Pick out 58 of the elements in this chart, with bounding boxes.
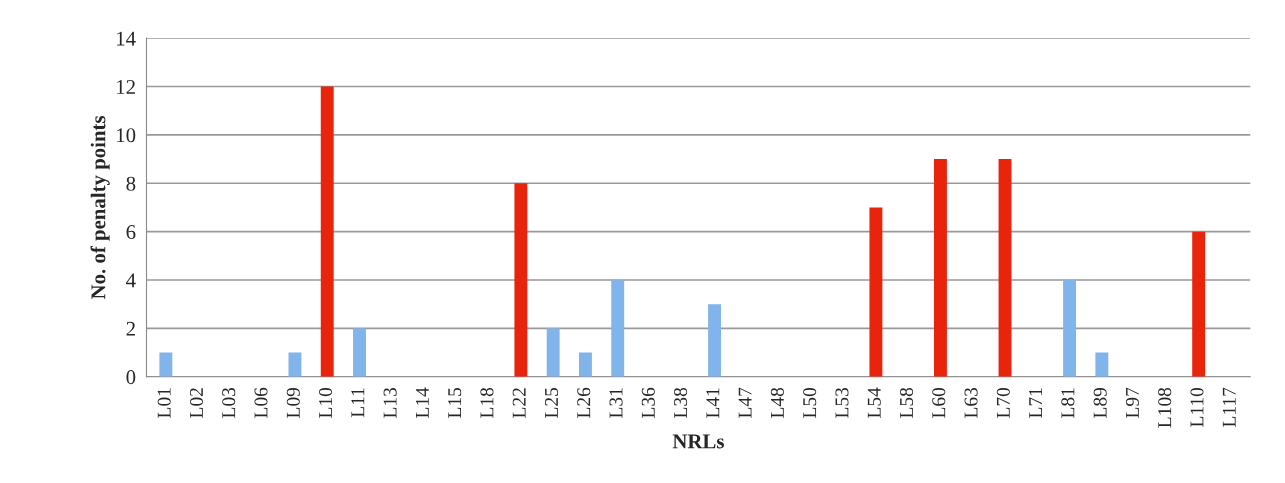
x-tick-label: L108 [1158,387,1172,428]
bar [320,86,334,377]
x-tick-label: L47 [738,387,752,418]
x-tick-label: L22 [512,388,526,418]
y-tick-label: 0 [126,370,136,385]
x-tick-label: L81 [1061,388,1075,418]
bar [869,207,883,377]
x-tick-label: L09 [286,387,300,418]
x-tick-label: L53 [835,387,849,418]
x-tick-label: L03 [222,387,236,418]
bar [998,159,1012,377]
x-tick-label: L02 [189,388,203,418]
x-tick-label: L48 [770,387,784,418]
x-tick-label: L71 [1029,388,1042,418]
bar [159,352,173,377]
x-tick-label: L41 [706,388,720,418]
x-tick-label: L54 [867,387,881,418]
x-tick-label: L06 [254,387,268,418]
bar [1192,231,1206,377]
x-tick-label: L15 [448,387,462,418]
y-tick-label: 12 [117,79,135,94]
y-tick-label: 14 [117,31,136,46]
x-axis-title: NRLs [672,434,724,449]
x-tick-label: L18 [480,387,494,418]
x-tick-label: L97 [1125,387,1139,418]
x-tick-label: L14 [415,387,429,418]
bar [1095,352,1109,377]
x-tick-label: L70 [996,387,1010,418]
x-tick-label: L36 [641,387,655,418]
bar [546,328,560,377]
y-tick-label: 4 [126,273,136,288]
y-tick-label: 8 [126,176,136,191]
x-tick-label: L110 [1190,387,1204,427]
y-axis-title: No. of penalty points [90,115,110,300]
x-tick-label: L60 [932,387,946,418]
x-tick-label: L25 [544,387,559,418]
x-tick-label: L31 [609,388,623,418]
x-tick-label: L11 [351,388,365,418]
x-tick-label: L63 [964,387,978,418]
x-tick-label: L58 [899,387,914,418]
bar [934,159,947,377]
y-tick-label: 2 [126,321,135,336]
bar [1063,280,1077,377]
y-tick-label: 10 [117,128,136,143]
x-tick-label: L38 [674,387,688,418]
y-tick-label: 6 [126,225,136,240]
x-tick-label: L01 [157,388,171,418]
bar [611,280,625,377]
bar [708,304,721,377]
bar [514,183,528,377]
bar [578,352,592,377]
x-tick-label: L50 [803,387,817,418]
x-tick-label: L10 [318,387,333,418]
x-tick-label: L117 [1222,387,1236,427]
x-tick-label: L13 [383,387,397,418]
x-tick-label: L89 [1093,387,1107,418]
bar [353,328,366,377]
x-tick-label: L26 [577,387,591,418]
